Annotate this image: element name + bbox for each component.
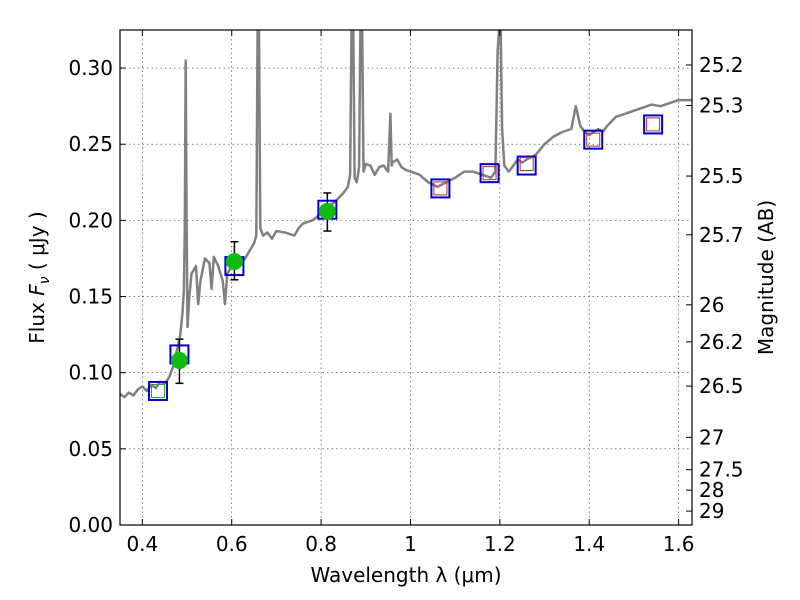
plot-frame bbox=[119, 29, 693, 526]
x-tick-label: 1 bbox=[404, 532, 417, 556]
y2-axis-label: Magnitude (AB) bbox=[754, 200, 778, 355]
spectrum-layer bbox=[120, 30, 692, 399]
y-axis-label-part: F bbox=[25, 284, 49, 296]
y-tick-label: 0.05 bbox=[68, 437, 113, 461]
y-tick-label: 0.15 bbox=[68, 285, 113, 309]
model-photometry-point bbox=[643, 114, 664, 135]
y2-tick-label: 25.2 bbox=[699, 53, 744, 77]
ticks-layer: 0.4 0.6 0.8 1 1.2 1.4 1.6 0.00 0.05 0.10 0.15 0.20 0… bbox=[68, 30, 744, 556]
x-tick-label: 0.6 bbox=[216, 532, 248, 556]
y2-tick-label: 26.2 bbox=[699, 330, 744, 354]
y2-tick-label: 27.5 bbox=[699, 458, 744, 482]
y-tick-label: 0.25 bbox=[68, 132, 113, 156]
y2-tick-label: 29 bbox=[699, 499, 724, 523]
y2-tick-label: 28 bbox=[699, 478, 724, 502]
y-tick-label: 0.00 bbox=[68, 513, 113, 537]
model-photometry-point bbox=[430, 178, 451, 199]
y-tick-label: 0.10 bbox=[68, 361, 113, 385]
y-axis-label: Flux Fν ( μJy ) bbox=[25, 211, 53, 343]
x-tick-label: 1.6 bbox=[663, 532, 695, 556]
y2-tick-label: 25.3 bbox=[699, 93, 744, 117]
observed-point bbox=[150, 383, 165, 398]
y-tick-label: 0.30 bbox=[68, 56, 113, 80]
observed-point bbox=[646, 117, 661, 132]
model-photometry-point bbox=[516, 155, 537, 176]
markers-layer bbox=[147, 114, 664, 401]
y-axis-label-part: ν bbox=[37, 276, 53, 284]
spectrum-line bbox=[120, 30, 692, 399]
grid bbox=[120, 30, 692, 526]
x-axis-label: Wavelength λ (μm) bbox=[310, 563, 501, 587]
model-photometry-point bbox=[147, 380, 168, 401]
y2-tick-label: 27 bbox=[699, 425, 724, 449]
y2-tick-label: 25.7 bbox=[699, 223, 744, 247]
y2-tick-label: 25.5 bbox=[699, 164, 744, 188]
y-axis-label-part: Flux bbox=[25, 296, 49, 344]
observed-point bbox=[482, 166, 497, 181]
x-tick-label: 0.8 bbox=[305, 532, 337, 556]
observed-point bbox=[433, 181, 448, 196]
y2-tick-label: 26.5 bbox=[699, 374, 744, 398]
y2-tick-label: 26 bbox=[699, 293, 724, 317]
x-tick-label: 1.4 bbox=[573, 532, 605, 556]
observed-point bbox=[519, 157, 534, 172]
observed-photometry-point bbox=[318, 202, 336, 220]
y-axis-label-part: ( μJy ) bbox=[25, 211, 49, 276]
observed-photometry-point bbox=[225, 253, 243, 271]
model-photometry-point bbox=[583, 129, 604, 150]
x-tick-label: 1.2 bbox=[484, 532, 516, 556]
y-tick-label: 0.20 bbox=[68, 208, 113, 232]
model-photometry-point bbox=[479, 163, 500, 184]
observed-point bbox=[586, 132, 601, 147]
observed-photometry-point bbox=[170, 352, 188, 370]
x-tick-label: 0.4 bbox=[126, 532, 158, 556]
